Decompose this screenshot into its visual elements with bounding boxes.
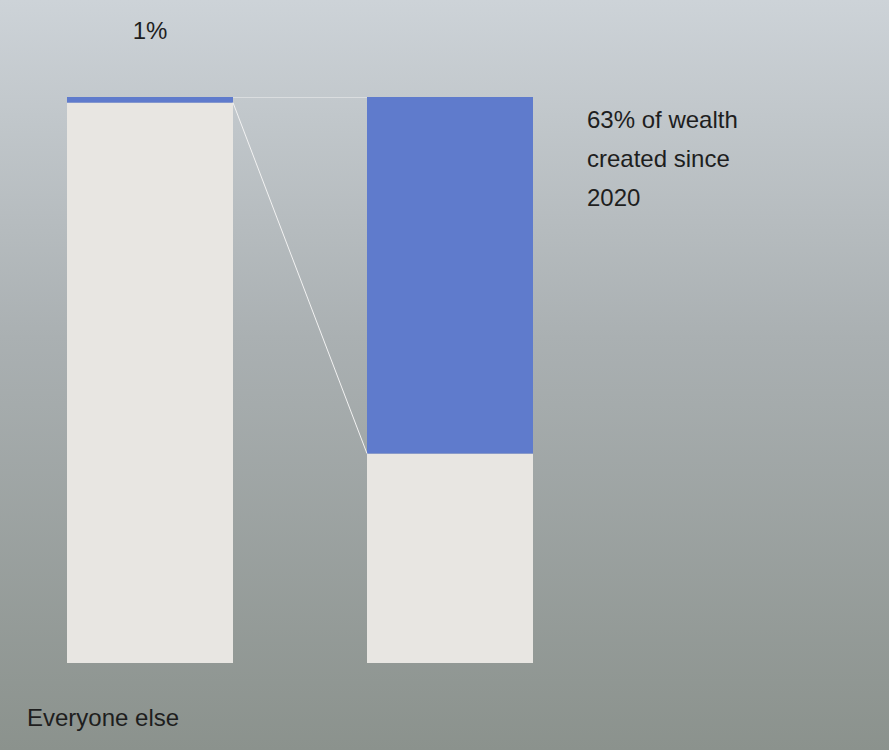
svg-text:1%: 1% xyxy=(133,17,168,44)
svg-text:Everyone else: Everyone else xyxy=(27,704,179,731)
svg-text:63% of wealthcreated since2020: 63% of wealthcreated since2020 xyxy=(587,106,738,211)
